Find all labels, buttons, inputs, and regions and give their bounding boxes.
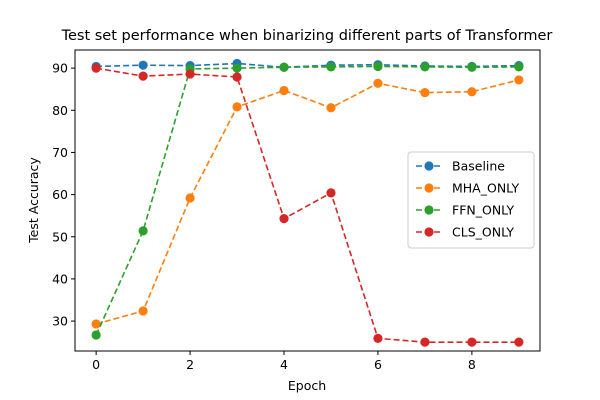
legend-item: FFN_ONLY <box>416 203 514 218</box>
legend-marker <box>424 183 434 193</box>
y-tick-label: 40 <box>52 271 68 286</box>
series-line <box>96 67 519 343</box>
data-point <box>467 62 477 72</box>
plot-area: 0 2 4 6 8 30 40 50 60 70 80 90 <box>52 49 541 372</box>
y-axis-label: Test Accuracy <box>26 157 41 244</box>
series-line <box>96 62 519 69</box>
y-tick-label: 80 <box>52 103 68 118</box>
series-line <box>95 65 519 336</box>
x-tick-label: 4 <box>280 357 288 372</box>
legend-item: CLS_ONLY <box>416 225 514 240</box>
x-tick-label: 2 <box>186 357 194 372</box>
data-point <box>138 60 148 70</box>
data-point <box>326 62 336 72</box>
data-point <box>138 226 148 236</box>
legend-label: Baseline <box>452 159 505 174</box>
data-point <box>232 72 242 82</box>
y-tick-label: 60 <box>52 187 68 202</box>
data-point <box>185 69 195 79</box>
data-point <box>326 188 336 198</box>
legend-item: MHA_ONLY <box>416 181 519 196</box>
series-mha-only <box>91 75 524 329</box>
axes-frame <box>74 49 541 352</box>
data-point <box>279 85 289 96</box>
data-point <box>514 337 524 347</box>
data-point <box>232 102 242 112</box>
data-point <box>138 71 148 81</box>
data-point <box>91 63 101 73</box>
legend-marker <box>424 205 434 215</box>
data-point <box>420 337 430 347</box>
legend: Baseline MHA_ONLY FFN_ONLY CLS_ONLY <box>407 151 535 249</box>
chart-title: Test set performance when binarizing dif… <box>61 28 553 44</box>
series-line <box>95 79 520 325</box>
series-ffn-only <box>91 61 524 340</box>
data-point <box>326 103 336 113</box>
data-point <box>232 63 242 73</box>
data-point <box>279 214 289 224</box>
x-tick-label: 6 <box>374 357 382 372</box>
legend-label: CLS_ONLY <box>452 225 514 240</box>
y-tick-label: 90 <box>52 61 68 76</box>
data-point <box>467 337 477 347</box>
legend-marker <box>424 161 434 171</box>
data-point <box>185 193 195 203</box>
legend-label: FFN_ONLY <box>452 203 514 218</box>
x-axis-label: Epoch <box>288 378 326 393</box>
y-tick-label: 50 <box>52 229 68 244</box>
series-cls-only <box>91 63 524 347</box>
data-point <box>514 75 524 85</box>
data-point <box>279 62 289 72</box>
data-point <box>467 87 477 97</box>
data-point <box>91 330 101 340</box>
legend-box <box>407 151 535 249</box>
y-tick-label: 30 <box>52 314 68 329</box>
legend-label: MHA_ONLY <box>452 181 519 196</box>
data-point <box>138 306 148 316</box>
x-tick-label: 8 <box>468 357 476 372</box>
data-point <box>373 333 383 343</box>
x-tick-label: 0 <box>92 357 100 372</box>
data-point <box>373 61 383 72</box>
legend-marker <box>424 227 434 237</box>
legend-item: Baseline <box>416 159 505 174</box>
y-tick-label: 70 <box>52 145 68 160</box>
data-point <box>91 319 101 329</box>
data-point <box>373 78 383 88</box>
data-point <box>420 62 430 72</box>
data-point <box>420 87 430 98</box>
data-point <box>514 62 524 72</box>
